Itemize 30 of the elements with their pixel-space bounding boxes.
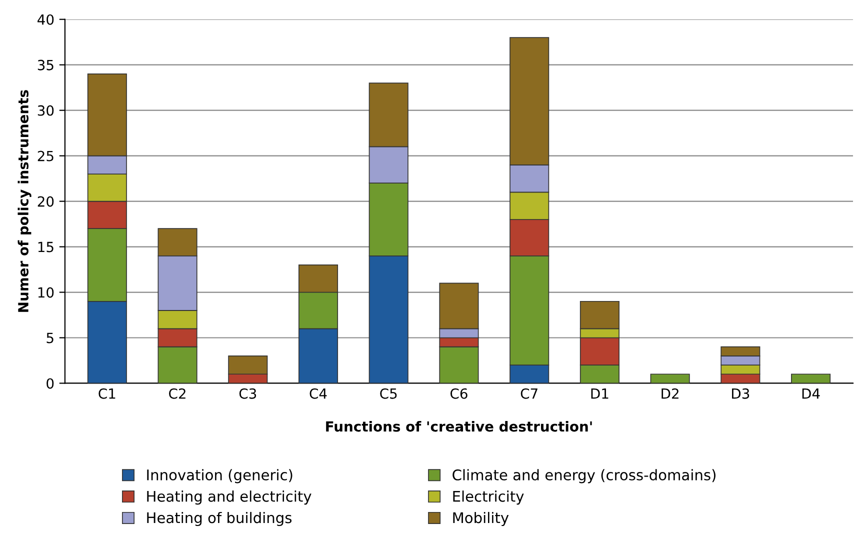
legend-label: Mobility — [453, 512, 509, 526]
x-tick-label: C3 — [239, 388, 256, 399]
y-axis-title: Numer of policy instruments — [18, 90, 32, 312]
legend-label: Innovation (generic) — [147, 469, 292, 484]
x-tick-label: D2 — [662, 388, 678, 399]
y-tick-label: 35 — [38, 60, 54, 70]
x-tick-label: C4 — [310, 388, 327, 399]
legend-label: Climate and energy (cross-domains) — [452, 469, 716, 484]
x-tick-label: C6 — [450, 388, 468, 399]
y-tick-label: 5 — [46, 332, 54, 344]
y-tick-label: 0 — [46, 378, 54, 389]
x-tick-label: C5 — [380, 388, 397, 399]
x-tick-label: D3 — [732, 388, 750, 399]
y-tick-label: 25 — [38, 150, 54, 162]
legend-label: Electricity — [453, 490, 524, 505]
x-axis-title: Functions of 'creative destruction' — [326, 420, 592, 432]
legend-label: Heating and electricity — [147, 490, 312, 505]
y-tick-label: 15 — [38, 242, 54, 252]
bar — [650, 374, 690, 384]
x-tick-label: C1 — [98, 388, 116, 399]
y-tick-label: 10 — [38, 287, 54, 298]
y-tick-label: 30 — [38, 105, 54, 116]
y-tick-label: 40 — [38, 14, 54, 25]
legend-label: Heating of buildings — [147, 512, 292, 526]
x-tick-label: D4 — [802, 388, 820, 399]
x-tick-label: C7 — [520, 388, 538, 399]
x-tick-label: D1 — [591, 388, 608, 399]
y-tick-label: 20 — [38, 196, 54, 207]
bar — [791, 374, 831, 384]
x-tick-label: C2 — [169, 388, 186, 399]
